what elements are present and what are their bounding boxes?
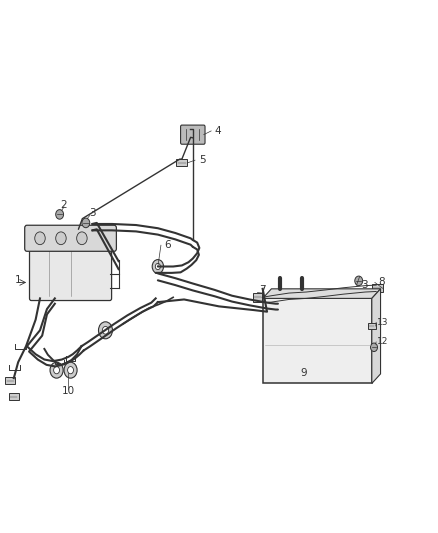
- Circle shape: [355, 276, 363, 286]
- FancyBboxPatch shape: [29, 245, 112, 301]
- Text: 7: 7: [259, 286, 266, 295]
- Text: 6: 6: [164, 240, 171, 250]
- FancyBboxPatch shape: [180, 125, 205, 144]
- Polygon shape: [372, 289, 381, 383]
- Circle shape: [371, 343, 378, 352]
- Text: 3: 3: [89, 208, 95, 219]
- Circle shape: [82, 218, 90, 228]
- Text: 13: 13: [377, 318, 389, 327]
- Circle shape: [56, 209, 64, 219]
- Circle shape: [67, 367, 74, 374]
- Bar: [253, 293, 262, 302]
- Circle shape: [155, 263, 160, 270]
- Bar: [371, 284, 382, 292]
- Text: 2: 2: [61, 200, 67, 211]
- Text: 8: 8: [378, 278, 385, 287]
- Text: 1: 1: [15, 275, 21, 285]
- Circle shape: [50, 362, 63, 378]
- Bar: [9, 393, 18, 400]
- Polygon shape: [263, 289, 381, 298]
- Circle shape: [64, 362, 77, 378]
- Circle shape: [56, 232, 66, 245]
- Circle shape: [99, 322, 113, 339]
- Bar: [263, 298, 372, 383]
- Text: 5: 5: [199, 155, 206, 165]
- Text: 12: 12: [377, 337, 389, 346]
- Text: 10: 10: [62, 386, 75, 397]
- Circle shape: [152, 260, 163, 273]
- Bar: [177, 159, 187, 166]
- Text: 3: 3: [361, 280, 367, 290]
- Circle shape: [53, 367, 60, 374]
- Bar: [368, 324, 376, 329]
- FancyBboxPatch shape: [25, 225, 117, 251]
- Bar: [6, 377, 15, 384]
- Text: 4: 4: [215, 126, 221, 136]
- Circle shape: [102, 327, 109, 334]
- Circle shape: [35, 232, 45, 245]
- Circle shape: [77, 232, 87, 245]
- Text: 9: 9: [301, 368, 307, 378]
